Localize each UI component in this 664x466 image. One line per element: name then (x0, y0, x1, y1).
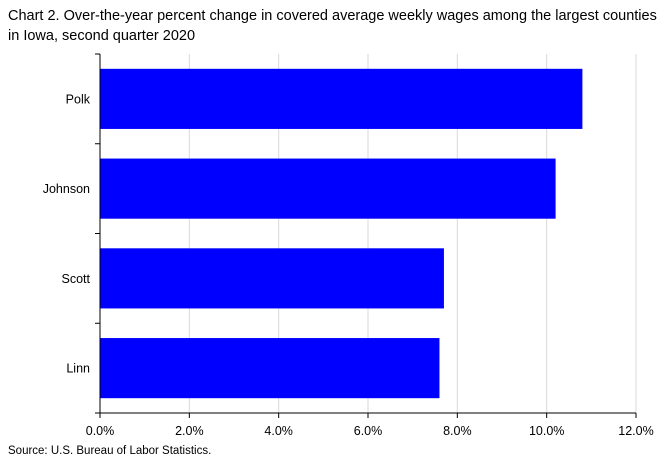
category-label-linn: Linn (66, 362, 90, 376)
x-tick-label: 10.0% (529, 424, 564, 438)
chart-title: Chart 2. Over-the-year percent change in… (8, 8, 657, 44)
bar-linn (100, 338, 440, 399)
source-note: Source: U.S. Bureau of Labor Statistics. (8, 445, 212, 457)
x-tick-label: 8.0% (443, 424, 472, 438)
bar-johnson (100, 158, 556, 219)
x-tick-label: 4.0% (264, 424, 293, 438)
y-category-labels: Polk Johnson Scott Linn (43, 92, 91, 375)
category-label-polk: Polk (66, 92, 91, 106)
x-tick-labels: 0.0% 2.0% 4.0% 6.0% 8.0% 10.0% 12.0% (86, 424, 654, 438)
axes (95, 53, 637, 418)
category-label-scott: Scott (62, 272, 91, 286)
bars (100, 68, 583, 399)
category-label-johnson: Johnson (43, 182, 90, 196)
x-tick-label: 2.0% (175, 424, 204, 438)
x-tick-label: 0.0% (86, 424, 115, 438)
bar-polk (100, 68, 583, 129)
bar-scott (100, 248, 444, 309)
x-tick-label: 6.0% (354, 424, 383, 438)
x-tick-label: 12.0% (618, 424, 653, 438)
